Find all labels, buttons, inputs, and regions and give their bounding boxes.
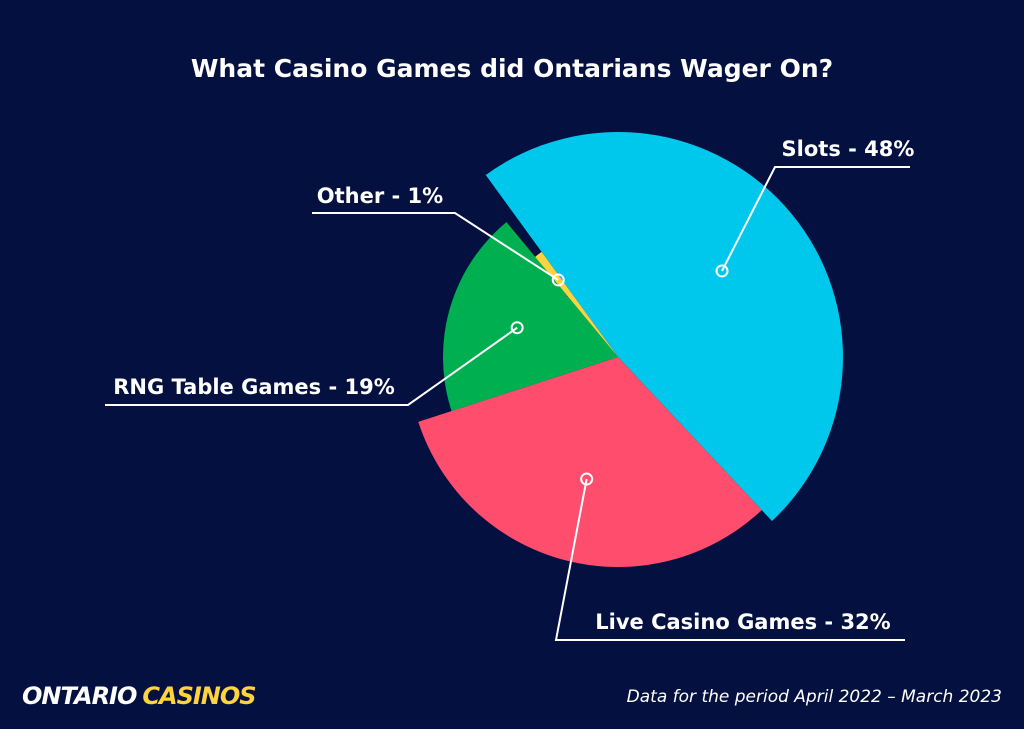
- logo-primary: ONTARIO: [22, 682, 137, 710]
- pie-slice: [418, 357, 762, 567]
- slice-label: Live Casino Games - 32%: [595, 610, 890, 634]
- leader-dot: [580, 472, 594, 486]
- logo-secondary: CASINOS: [142, 682, 255, 710]
- slice-label: Slots - 48%: [782, 137, 915, 161]
- slice-label: Other - 1%: [317, 184, 443, 208]
- pie-slice: [443, 222, 618, 412]
- leader-line: [721, 166, 910, 272]
- leader-dot: [715, 264, 729, 278]
- logo: ONTARIO CASINOS: [22, 682, 256, 710]
- slice-label: RNG Table Games - 19%: [113, 375, 395, 399]
- leader-dot: [510, 321, 524, 335]
- pie-slice: [485, 131, 843, 522]
- chart-title: What Casino Games did Ontarians Wager On…: [191, 54, 833, 83]
- leader-line: [312, 212, 559, 281]
- leader-dot: [551, 273, 565, 287]
- footnote: Data for the period April 2022 – March 2…: [627, 687, 1002, 707]
- leader-line: [554, 478, 905, 641]
- leader-line: [105, 326, 518, 406]
